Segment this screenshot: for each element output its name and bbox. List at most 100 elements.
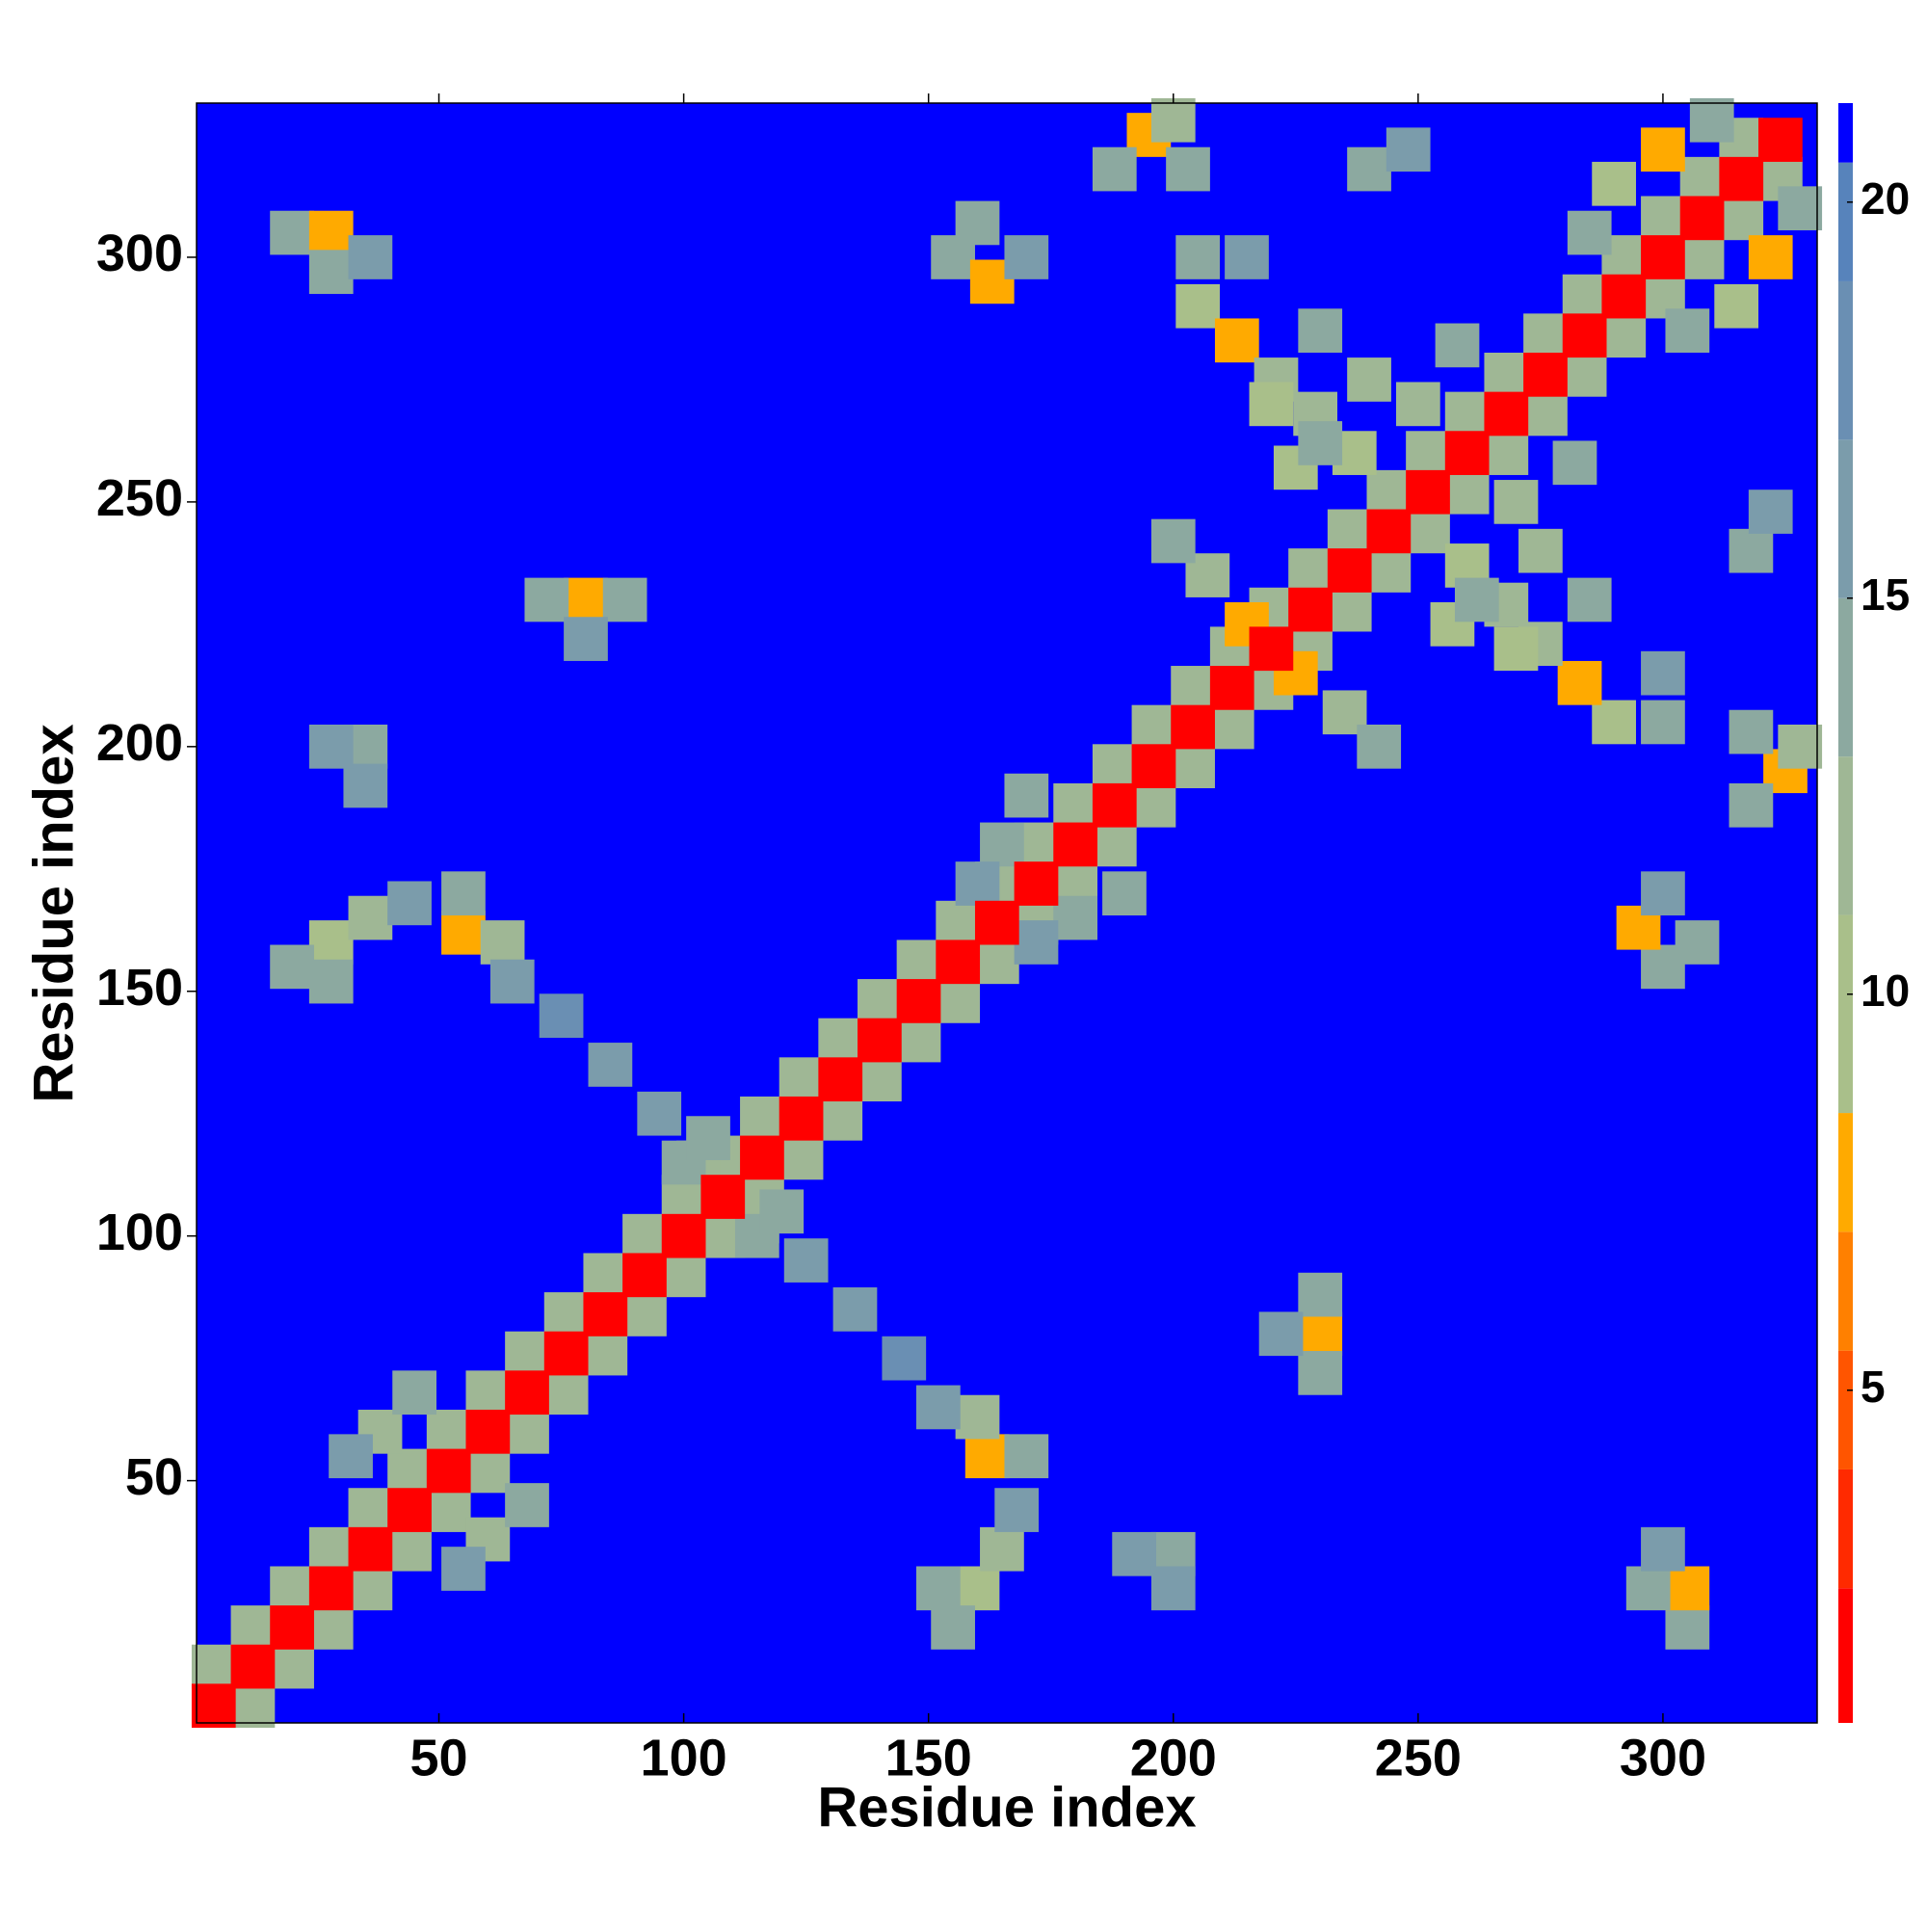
mirrored-cell	[882, 1336, 927, 1381]
x-tick-label: 300	[1620, 1729, 1706, 1786]
mirrored-cell	[931, 1605, 975, 1650]
mirrored-cell	[1150, 1566, 1196, 1611]
cell	[1347, 146, 1391, 192]
cell	[686, 1116, 730, 1160]
mirrored-cell	[1366, 548, 1412, 593]
cell	[661, 1213, 706, 1258]
mirrored-cell	[1641, 1526, 1685, 1572]
cell	[1435, 323, 1480, 368]
cell	[1567, 210, 1612, 255]
cell	[858, 1018, 902, 1063]
cell	[1347, 357, 1391, 402]
cell	[1004, 235, 1049, 279]
cell	[1484, 353, 1529, 397]
colorbar-tick-label: 5	[1861, 1362, 1886, 1412]
mirrored-cell	[230, 1683, 276, 1729]
x-tick-label: 250	[1375, 1729, 1462, 1786]
cell	[1601, 274, 1647, 319]
mirrored-cell	[1679, 235, 1725, 279]
mirrored-cell	[783, 1238, 829, 1283]
mirrored-cell	[1641, 650, 1685, 696]
cell	[1523, 313, 1568, 358]
y-tick-label: 50	[125, 1448, 183, 1506]
mirrored-cell	[1102, 871, 1147, 916]
cell	[270, 944, 314, 990]
mirrored-cell	[661, 1253, 706, 1298]
mirrored-cell	[964, 1434, 1010, 1479]
cell	[465, 1409, 511, 1454]
cell	[980, 822, 1024, 867]
cell	[539, 993, 584, 1039]
cell	[343, 763, 388, 808]
x-tick-label: 200	[1130, 1729, 1217, 1786]
cell	[1214, 318, 1259, 363]
mirrored-cell	[1665, 308, 1710, 354]
cell	[896, 979, 941, 1023]
cell	[602, 577, 647, 622]
cell	[1406, 431, 1450, 475]
cell	[936, 900, 981, 945]
cell	[936, 940, 981, 985]
cell	[308, 250, 354, 295]
y-tick-label: 150	[96, 959, 183, 1017]
cell	[465, 1370, 511, 1416]
colorbar-segment	[1838, 1469, 1853, 1589]
mirrored-cell	[1552, 440, 1597, 486]
x-axis-label: Residue index	[817, 1776, 1196, 1839]
cell	[858, 979, 902, 1023]
cell	[955, 861, 1000, 906]
mirrored-cell	[896, 1018, 941, 1063]
cell	[637, 1091, 682, 1136]
mirrored-cell	[465, 1448, 511, 1494]
cell	[1679, 196, 1725, 241]
mirrored-cell	[1641, 700, 1685, 745]
cell	[270, 1566, 314, 1611]
mirrored-cell	[1714, 283, 1759, 329]
cell	[191, 1683, 236, 1729]
cell	[1092, 782, 1137, 828]
cell	[779, 1057, 824, 1102]
mirrored-cell	[955, 1394, 1000, 1440]
cell	[1298, 308, 1343, 354]
mirrored-cell	[543, 1370, 589, 1416]
cell	[1484, 391, 1529, 437]
cell	[387, 1448, 432, 1494]
mirrored-cell	[1625, 1566, 1671, 1611]
mirrored-cell	[1557, 660, 1602, 705]
cell	[1298, 421, 1343, 465]
cell	[505, 1331, 549, 1376]
cell	[588, 1043, 633, 1087]
cell	[1444, 431, 1490, 475]
cell	[348, 235, 393, 279]
cell	[426, 1409, 471, 1454]
x-tick-label: 50	[409, 1729, 467, 1786]
cell	[1562, 274, 1607, 319]
plot-frame	[196, 102, 1818, 1724]
colorbar-segment	[1838, 280, 1853, 440]
cell	[524, 577, 569, 622]
cell	[1523, 353, 1568, 397]
mirrored-cell	[915, 1566, 961, 1611]
cell	[308, 210, 354, 255]
y-tick-label: 100	[96, 1204, 183, 1261]
colorbar-segment	[1838, 756, 1853, 915]
mirrored-cell	[1406, 509, 1450, 554]
cell	[1406, 469, 1450, 515]
cell	[1689, 97, 1734, 143]
mirrored-cell	[1493, 626, 1539, 672]
colorbar-segment	[1838, 597, 1853, 757]
cell	[1249, 382, 1294, 427]
mirrored-cell	[1592, 700, 1636, 745]
mirrored-cell	[308, 1605, 354, 1650]
mirrored-cell	[915, 1385, 961, 1430]
cell	[1150, 518, 1196, 564]
cell	[543, 1331, 589, 1376]
colorbar-tick-label: 20	[1861, 173, 1910, 224]
y-tick-label: 250	[96, 469, 183, 527]
cell	[622, 1213, 667, 1258]
mirrored-cell	[1493, 480, 1539, 524]
mirrored-cell	[1112, 1531, 1156, 1576]
cell	[1092, 146, 1137, 192]
colorbar-segment	[1838, 162, 1853, 281]
mirrored-cell	[759, 1189, 805, 1234]
